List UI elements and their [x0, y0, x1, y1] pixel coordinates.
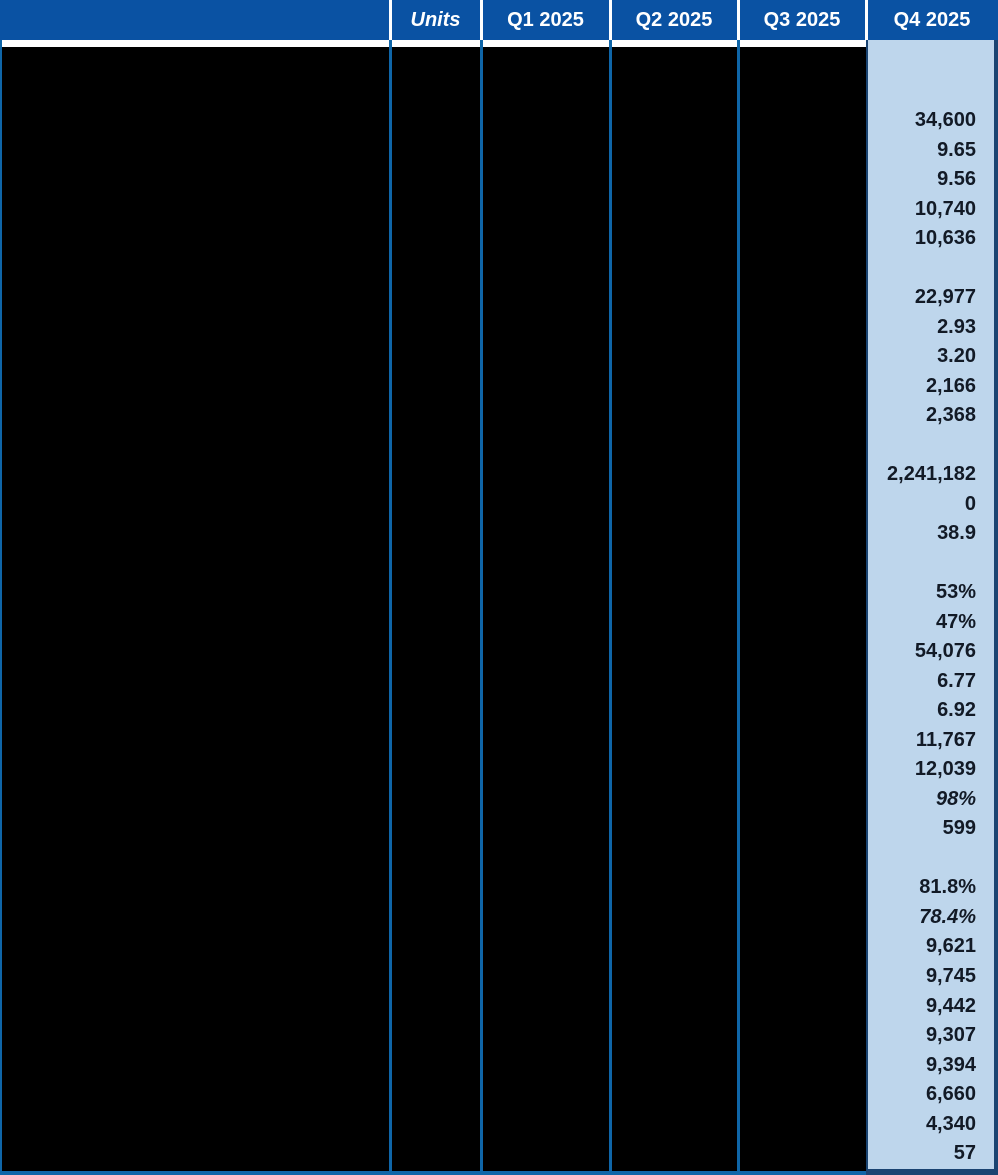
- q4-empty-cell-0: [868, 47, 994, 77]
- q4-value-cell-2: 34,600: [914, 109, 976, 132]
- q4-value-cell-18: 53%: [935, 581, 976, 604]
- header-cell-q3-2025: Q3 2025: [763, 9, 841, 31]
- q4-value-cell-36: 4,340: [925, 1112, 976, 1135]
- header-separator: [389, 0, 392, 40]
- q4-empty-cell-1: [868, 77, 994, 107]
- q4-value-cell-16: 38.9: [937, 522, 976, 545]
- column-divider-units-q1: [480, 40, 483, 1175]
- table-bottom-border: [0, 1171, 998, 1175]
- q4-value-cell-12: 2,368: [925, 404, 976, 427]
- q4-value-cell-14: 2,241,182: [887, 463, 976, 486]
- q4-value-cell-34: 9,394: [925, 1053, 976, 1076]
- q4-value-cell-25: 98%: [935, 787, 976, 810]
- q4-value-cell-5: 10,740: [914, 197, 976, 220]
- header-separator: [609, 0, 612, 40]
- q4-value-cell-28: 81.8%: [919, 876, 976, 899]
- q4-value-cell-11: 2,166: [925, 374, 976, 397]
- header-cell-q1-2025: Q1 2025: [507, 9, 584, 31]
- q4-value-cell-35: 6,660: [925, 1083, 976, 1106]
- column-divider-q1-q2: [609, 40, 612, 1175]
- q4-empty-cell-7: [868, 254, 994, 284]
- q4-value-cell-20: 54,076: [914, 640, 976, 663]
- header-separator: [737, 0, 740, 40]
- q4-value-cell-15: 0: [964, 492, 976, 515]
- q4-value-cell-31: 9,745: [925, 964, 976, 987]
- column-divider-labels-units: [389, 40, 392, 1175]
- table-header-row: Units Q1 2025 Q2 2025 Q3 2025 Q4 2025: [0, 0, 998, 40]
- q4-value-cell-21: 6.77: [937, 669, 976, 692]
- q4-value-cell-8: 22,977: [914, 286, 976, 309]
- q4-empty-cell-17: [868, 549, 994, 579]
- header-separator: [865, 0, 868, 40]
- q4-empty-cell-27: [868, 844, 994, 874]
- q4-value-cell-37: 57: [953, 1142, 976, 1165]
- q4-value-cell-32: 9,442: [925, 994, 976, 1017]
- q4-value-cell-4: 9.56: [937, 168, 976, 191]
- q4-value-cell-19: 47%: [935, 610, 976, 633]
- q4-value-cell-23: 11,767: [915, 728, 976, 751]
- header-bottom-gap: [0, 40, 866, 47]
- header-cell-labels: [0, 0, 390, 40]
- q4-value-cell-9: 2.93: [937, 315, 976, 338]
- header-cell-q2-2025: Q2 2025: [635, 9, 713, 31]
- q4-value-cell-33: 9,307: [925, 1024, 976, 1047]
- q4-value-cell-24: 12,039: [914, 758, 976, 781]
- header-cell-q4-2025: Q4 2025: [893, 9, 971, 31]
- q4-value-cell-3: 9.65: [937, 138, 976, 161]
- q4-value-cell-29: 78.4%: [919, 905, 976, 928]
- q4-empty-cell-13: [868, 431, 994, 461]
- q4-value-cell-22: 6.92: [937, 699, 976, 722]
- q4-2025-highlighted-column: 34,600 9.65 9.56 10,740 10,636 22,977 2.93 3.20…: [866, 40, 998, 1175]
- q4-rows: 34,600 9.65 9.56 10,740 10,636 22,977 2.93 3.20…: [868, 47, 994, 1169]
- q4-value-cell-30: 9,621: [925, 935, 976, 958]
- header-separator: [480, 0, 483, 40]
- header-cell-units: Units: [410, 9, 461, 31]
- column-divider-q2-q3: [737, 40, 740, 1175]
- table-left-border: [0, 40, 2, 1175]
- q4-value-cell-10: 3.20: [937, 345, 976, 368]
- q4-value-cell-6: 10,636: [914, 227, 976, 250]
- q4-value-cell-26: 599: [942, 817, 976, 840]
